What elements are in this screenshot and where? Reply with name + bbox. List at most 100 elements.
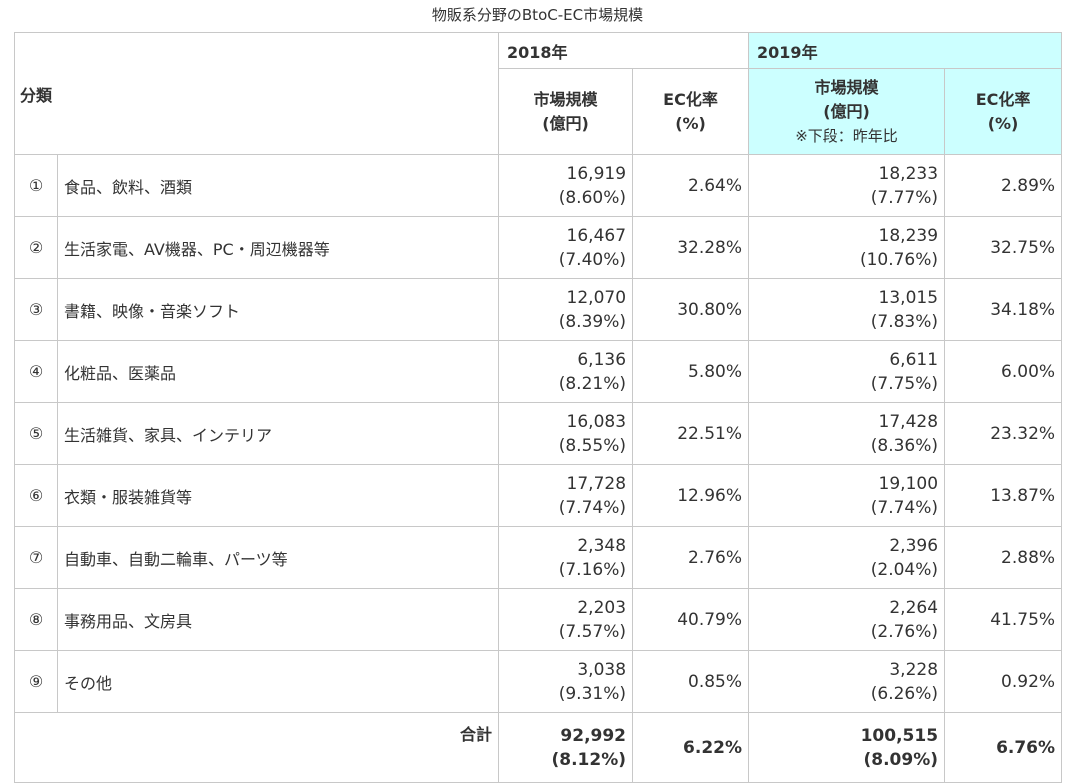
market-size-2019: 2,396 (2.04%)	[748, 526, 946, 589]
total-market-size-2019: 100,515 (8.09%)	[748, 712, 946, 783]
ec-rate-2019: 23.32%	[944, 402, 1063, 465]
market-size-2019: 2,264 (2.76%)	[748, 588, 946, 651]
yoy-value: (2.76%)	[870, 621, 939, 642]
ec-rate-2018: 2.64%	[632, 154, 750, 217]
table-row: ① 食品、飲料、酒類 16,919 (8.60%) 2.64% 18,233 (7.…	[14, 154, 1063, 217]
market-size-value: 18,233	[878, 163, 939, 184]
row-number: ①	[14, 154, 58, 217]
total-ec-rate-2018: 6.22%	[632, 712, 750, 783]
market-size-label: 市場規模	[533, 89, 598, 109]
category-header: 分類	[13, 32, 500, 155]
yoy-value: (7.77%)	[870, 187, 939, 208]
unit-label: (億円)	[823, 101, 870, 121]
market-size-value: 2,264	[889, 597, 939, 618]
yoy-value: (8.39%)	[558, 311, 627, 332]
row-number: ⑦	[14, 526, 58, 589]
table-row: ⑤ 生活雑貨、家具、インテリア 16,083 (8.55%) 22.51% 17,…	[14, 402, 1063, 465]
unit-label: (%)	[675, 113, 706, 133]
market-size-2018: 3,038 (9.31%)	[498, 650, 634, 713]
market-size-value: 19,100	[878, 473, 939, 494]
category-name: 書籍、映像・音楽ソフト	[56, 278, 500, 341]
table-caption: 物販系分野のBtoC-EC市場規模	[431, 6, 644, 24]
ec-rate-2019: 2.88%	[944, 526, 1063, 589]
market-size-2019: 3,228 (6.26%)	[748, 650, 946, 713]
market-size-value: 100,515	[860, 725, 939, 746]
market-size-2019: 17,428 (8.36%)	[748, 402, 946, 465]
category-name: 事務用品、文房具	[56, 588, 500, 651]
ec-rate-label: EC化率	[975, 89, 1031, 109]
ec-rate-2019: 34.18%	[944, 278, 1063, 341]
market-size-2019: 18,239 (10.76%)	[748, 216, 946, 279]
yoy-value: (7.75%)	[870, 373, 939, 394]
market-size-value: 6,136	[577, 349, 627, 370]
category-name: 食品、飲料、酒類	[56, 154, 500, 217]
ec-rate-2019: 13.87%	[944, 464, 1063, 527]
row-number: ②	[14, 216, 58, 279]
market-size-2018: 16,919 (8.60%)	[498, 154, 634, 217]
ec-rate-2018: 2.76%	[632, 526, 750, 589]
market-size-value: 13,015	[878, 287, 939, 308]
ec-rate-2019: 0.92%	[944, 650, 1063, 713]
yoy-note: ※下段：昨年比	[795, 126, 898, 145]
yoy-value: (8.60%)	[558, 187, 627, 208]
row-number: ④	[14, 340, 58, 403]
market-size-2018: 12,070 (8.39%)	[498, 278, 634, 341]
table-row: ⑥ 衣類・服装雑貨等 17,728 (7.74%) 12.96% 19,100 (7…	[14, 464, 1063, 527]
yoy-value: (2.04%)	[870, 559, 939, 580]
market-size-value: 16,467	[566, 225, 627, 246]
table-row: ⑨ その他 3,038 (9.31%) 0.85% 3,228 (6.26%) 0.…	[14, 650, 1063, 713]
unit-label: (億円)	[542, 113, 589, 133]
total-label: 合計	[13, 712, 500, 783]
yoy-value: (8.55%)	[558, 435, 627, 456]
ec-rate-2018: 0.85%	[632, 650, 750, 713]
table-row: ② 生活家電、AV機器、PC・周辺機器等 16,467 (7.40%) 32.28…	[14, 216, 1063, 279]
ec-rate-2019: 2.89%	[944, 154, 1063, 217]
market-size-2018: 2,203 (7.57%)	[498, 588, 634, 651]
yoy-value: (8.09%)	[863, 749, 939, 770]
ec-rate-2019: 41.75%	[944, 588, 1063, 651]
category-name: その他	[56, 650, 500, 713]
market-size-2019: 18,233 (7.77%)	[748, 154, 946, 217]
ec-rate-label: EC化率	[663, 89, 718, 109]
table-header: 分類 2018年 2019年 市場規模 (億円) EC化率 (%) 市場規模 (…	[13, 32, 1063, 155]
category-name: 自動車、自動二輪車、パーツ等	[56, 526, 500, 589]
ec-rate-2018-header: EC化率 (%)	[632, 68, 750, 155]
yoy-value: (8.36%)	[870, 435, 939, 456]
market-size-2018-header: 市場規模 (億円)	[498, 68, 634, 155]
ec-rate-2018: 40.79%	[632, 588, 750, 651]
market-size-2018: 6,136 (8.21%)	[498, 340, 634, 403]
market-size-value: 2,396	[889, 535, 939, 556]
market-size-value: 17,428	[878, 411, 939, 432]
market-size-value: 3,038	[577, 659, 627, 680]
row-number: ⑧	[14, 588, 58, 651]
market-size-2019-header: 市場規模 (億円) ※下段：昨年比	[748, 68, 946, 155]
market-size-value: 92,992	[560, 725, 627, 746]
market-size-2018: 16,467 (7.40%)	[498, 216, 634, 279]
market-size-value: 17,728	[566, 473, 627, 494]
market-size-label: 市場規模	[814, 77, 879, 97]
ec-rate-2018: 30.80%	[632, 278, 750, 341]
market-size-2019: 6,611 (7.75%)	[748, 340, 946, 403]
yoy-value: (8.21%)	[558, 373, 627, 394]
category-name: 衣類・服装雑貨等	[56, 464, 500, 527]
yoy-value: (9.31%)	[558, 683, 627, 704]
market-size-2018: 2,348 (7.16%)	[498, 526, 634, 589]
market-size-table: 分類 2018年 2019年 市場規模 (億円) EC化率 (%) 市場規模 (…	[13, 32, 1063, 783]
row-number: ③	[14, 278, 58, 341]
unit-label: (%)	[987, 113, 1019, 133]
ec-rate-2019-header: EC化率 (%)	[944, 68, 1063, 155]
market-size-2019: 13,015 (7.83%)	[748, 278, 946, 341]
table-row: ③ 書籍、映像・音楽ソフト 12,070 (8.39%) 30.80% 13,01…	[14, 278, 1063, 341]
table-row: ⑦ 自動車、自動二輪車、パーツ等 2,348 (7.16%) 2.76% 2,39…	[14, 526, 1063, 589]
table-body: ① 食品、飲料、酒類 16,919 (8.60%) 2.64% 18,233 (7.…	[13, 154, 1063, 783]
table-row: ⑧ 事務用品、文房具 2,203 (7.57%) 40.79% 2,264 (2.7…	[14, 588, 1063, 651]
ec-rate-2018: 32.28%	[632, 216, 750, 279]
ec-rate-2018: 22.51%	[632, 402, 750, 465]
ec-rate-2019: 32.75%	[944, 216, 1063, 279]
market-size-value: 16,919	[566, 163, 627, 184]
market-size-2018: 17,728 (7.74%)	[498, 464, 634, 527]
market-size-value: 16,083	[566, 411, 627, 432]
market-size-value: 18,239	[878, 225, 939, 246]
total-ec-rate-2019: 6.76%	[944, 712, 1063, 783]
ec-rate-2018: 5.80%	[632, 340, 750, 403]
